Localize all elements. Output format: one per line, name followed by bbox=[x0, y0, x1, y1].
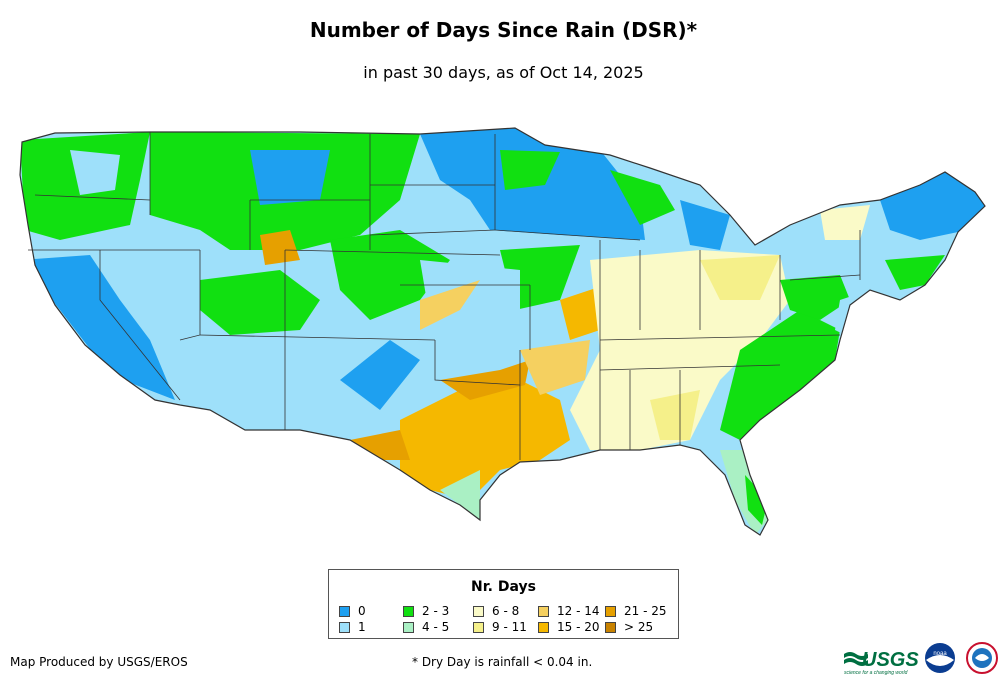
map-title: Number of Days Since Rain (DSR)* bbox=[309, 18, 698, 42]
legend-label: 21 - 25 bbox=[624, 604, 667, 618]
dry-day-footnote: * Dry Day is rainfall < 0.04 in. bbox=[412, 655, 593, 669]
map-subtitle: in past 30 days, as of Oct 14, 2025 bbox=[363, 63, 644, 82]
legend-label: 9 - 11 bbox=[492, 620, 527, 634]
legend-swatch bbox=[403, 605, 414, 617]
legend-title: Nr. Days bbox=[471, 579, 536, 595]
legend-swatch bbox=[605, 605, 616, 617]
us-dsr-map bbox=[19, 127, 986, 536]
usgs-wordmark: USGS bbox=[862, 649, 919, 671]
legend: Nr. Days 0 1 2 - 3 4 - 5 6 - 8 9 - 11 12… bbox=[328, 569, 679, 639]
legend-item-6: 12 - 14 bbox=[538, 604, 600, 618]
legend-label: 12 - 14 bbox=[557, 604, 600, 618]
legend-item-4: 6 - 8 bbox=[473, 604, 519, 618]
noaa-logo: noaa bbox=[925, 643, 955, 673]
legend-item-9: > 25 bbox=[605, 620, 653, 634]
usgs-tagline: science for a changing world bbox=[844, 670, 908, 676]
usgs-logo: USGS science for a changing world bbox=[844, 649, 919, 676]
legend-swatch bbox=[538, 605, 549, 617]
legend-label: 15 - 20 bbox=[557, 620, 600, 634]
legend-item-0: 0 bbox=[339, 604, 366, 618]
legend-item-3: 4 - 5 bbox=[403, 620, 449, 634]
agency-logos: USGS science for a changing world noaa bbox=[844, 642, 998, 676]
nws-logo bbox=[966, 642, 998, 674]
legend-swatch bbox=[339, 621, 350, 633]
legend-item-2: 2 - 3 bbox=[403, 604, 449, 618]
legend-swatch bbox=[605, 621, 616, 633]
legend-item-7: 15 - 20 bbox=[538, 620, 600, 634]
legend-label: 0 bbox=[358, 604, 366, 618]
map-credit: Map Produced by USGS/EROS bbox=[10, 655, 188, 669]
legend-label: > 25 bbox=[624, 620, 654, 634]
legend-swatch bbox=[473, 605, 484, 617]
legend-label: 1 bbox=[358, 620, 366, 634]
legend-swatch bbox=[473, 621, 484, 633]
legend-item-1: 1 bbox=[339, 620, 366, 634]
legend-label: 4 - 5 bbox=[422, 620, 450, 634]
legend-swatch bbox=[339, 605, 350, 617]
legend-label: 2 - 3 bbox=[422, 604, 450, 618]
legend-item-5: 9 - 11 bbox=[473, 620, 527, 634]
legend-item-8: 21 - 25 bbox=[605, 604, 667, 618]
legend-label: 6 - 8 bbox=[492, 604, 520, 618]
noaa-wordmark: noaa bbox=[933, 651, 947, 657]
legend-swatch bbox=[403, 621, 414, 633]
legend-swatch bbox=[538, 621, 549, 633]
